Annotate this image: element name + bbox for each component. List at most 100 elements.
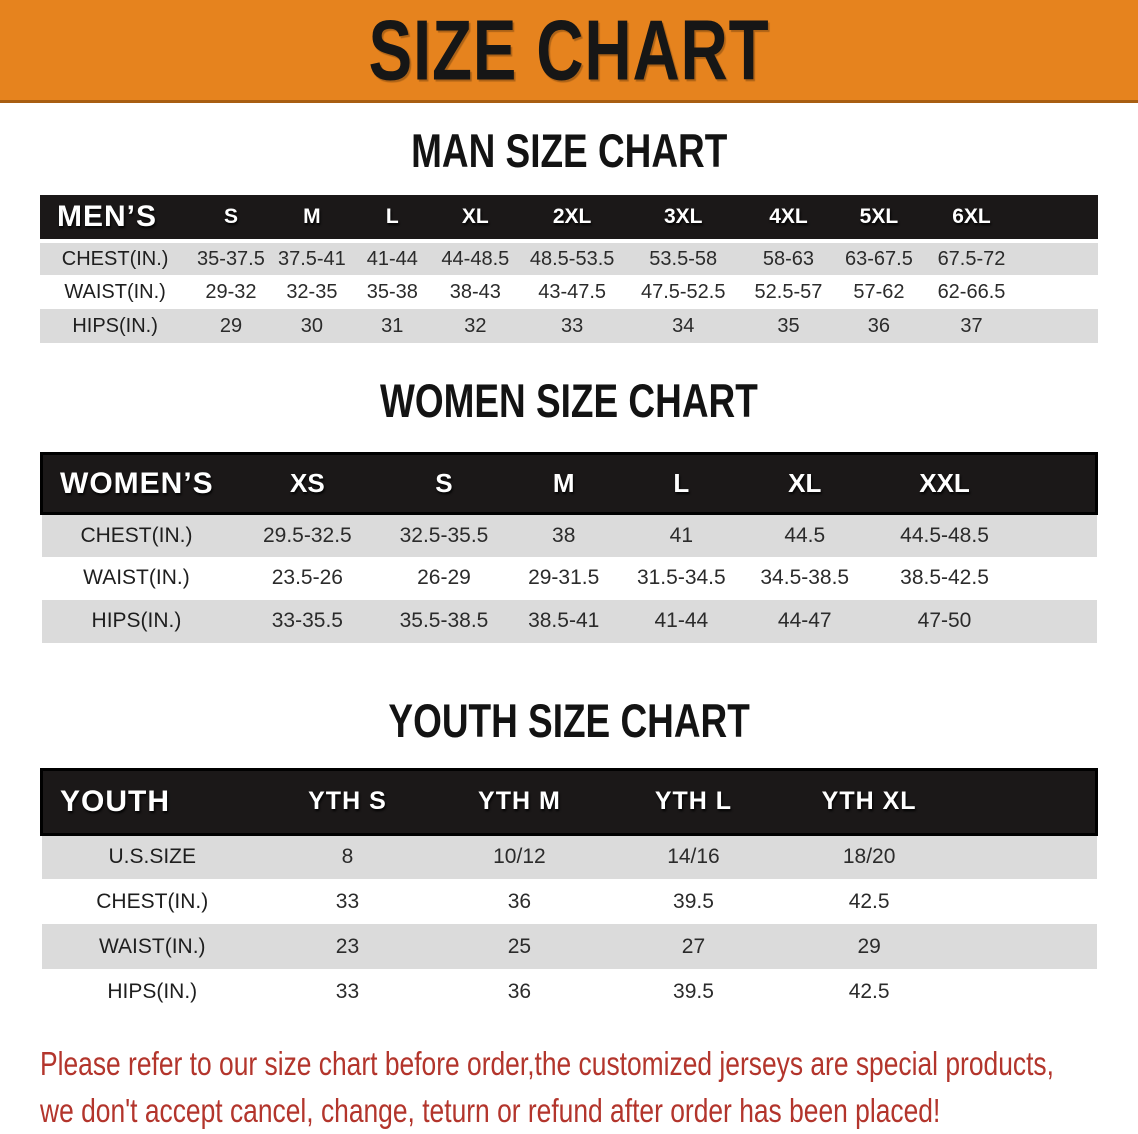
row-label-cell: CHEST(IN.): [41, 513, 232, 557]
column-header-cell: YTH M: [431, 767, 607, 836]
size-value-cell: 27: [606, 924, 780, 969]
page-title: SIZE CHART: [368, 1, 770, 98]
size-value-cell: 44.5-48.5: [869, 513, 1020, 557]
size-value-cell: 36: [507, 979, 532, 1003]
filler-cell: [1022, 275, 1098, 309]
column-header-cell: XS: [231, 452, 384, 515]
filler-cell: [1019, 557, 1096, 600]
table-header-row: MEN’S S M L XL 2XL 3XL 4XL 5XL 6XL: [40, 195, 1098, 243]
size-value-cell: 34: [626, 309, 741, 343]
row-label-cell: HIPS(IN.): [107, 979, 198, 1003]
size-value-cell: 35: [740, 309, 837, 343]
size-value-cell: 33: [335, 979, 360, 1003]
column-header-cell: 4XL: [740, 195, 837, 243]
size-value-cell: 67.5-72: [921, 241, 1022, 275]
youth-section-heading: YOUTH SIZE CHART: [0, 694, 1138, 748]
table-row: U.S.SIZE 8 10/12 14/16 18/20: [41, 834, 1097, 879]
filler-cell: [958, 924, 1097, 969]
size-value-cell: 62-66.5: [937, 280, 1006, 303]
size-value-cell: 29-32: [205, 280, 257, 303]
size-value-cell: 23: [263, 924, 432, 969]
size-value-cell: 43-47.5: [538, 280, 607, 303]
size-value-cell: 25: [431, 924, 607, 969]
size-value-cell: 38.5-42.5: [900, 566, 989, 589]
size-value-cell: 18/20: [779, 834, 959, 879]
disclaimer: Please refer to our size chart before or…: [40, 1040, 1138, 1134]
disclaimer-line-2-text: we don't accept cancel, change, teturn o…: [40, 1092, 941, 1129]
men-size-table: MEN’S S M L XL 2XL 3XL 4XL 5XL 6XL CHEST(IN.) 35-37…: [40, 195, 1098, 343]
filler-cell: [1021, 241, 1098, 275]
table-row: CHEST(IN.) 35-37.5 37.5-41 41-44 44-48.5 48.5…: [40, 241, 1098, 275]
size-value-cell: 58-63: [740, 241, 837, 275]
size-value-cell: 32: [432, 309, 519, 343]
size-value-cell: 57-62: [853, 280, 905, 303]
youth-section-heading-text: YOUTH SIZE CHART: [388, 694, 750, 748]
size-value-cell: 39.5: [673, 979, 714, 1003]
size-value-cell: 30: [271, 309, 353, 343]
row-label-cell: CHEST(IN.): [40, 241, 191, 275]
table-header-row: WOMEN’S XS S M L XL XXL: [40, 452, 1099, 515]
size-value-cell: 47-50: [869, 599, 1020, 643]
table-row: CHEST(IN.) 29.5-32.5 32.5-35.5 38 41 44.5 44.5…: [41, 513, 1097, 557]
size-value-cell: 52.5-57: [754, 280, 823, 303]
size-value-cell: 32.5-35.5: [383, 513, 505, 557]
size-value-cell: 42.5: [848, 889, 890, 913]
table-title-cell: MEN’S: [40, 195, 191, 243]
filler-cell: [958, 879, 1096, 924]
column-header-cell: 3XL: [626, 195, 741, 243]
size-value-cell: 31: [352, 309, 433, 343]
column-header-cell: XL: [739, 452, 870, 515]
filler-cell: [1019, 599, 1097, 643]
size-value-cell: 23.5-26: [271, 566, 343, 589]
men-section-heading-text: MAN SIZE CHART: [410, 125, 728, 178]
section-women: WOMEN SIZE CHART WOMEN’S XS S M L XL XXL CHEST(…: [0, 375, 1138, 643]
size-value-cell: 39.5: [673, 889, 714, 913]
size-value-cell: 44.5: [739, 513, 870, 557]
size-value-cell: 53.5-58: [626, 241, 741, 275]
column-header-cell: S: [383, 452, 505, 515]
size-value-cell: 33-35.5: [231, 599, 384, 643]
size-value-cell: 33: [335, 889, 360, 913]
size-value-cell: 8: [263, 834, 432, 879]
filler-cell: [1021, 309, 1098, 343]
filler-cell: [1019, 452, 1099, 515]
size-value-cell: 32-35: [286, 280, 338, 303]
size-value-cell: 37: [921, 309, 1022, 343]
size-value-cell: 29-31.5: [528, 566, 600, 589]
size-value-cell: 26-29: [417, 566, 471, 589]
table-row: HIPS(IN.) 33-35.5 35.5-38.5 38.5-41 41-44 44-…: [41, 599, 1097, 643]
filler-cell: [958, 834, 1097, 879]
column-header-cell: YTH L: [606, 767, 780, 836]
size-value-cell: 38.5-41: [504, 599, 623, 643]
row-label-cell: WAIST(IN.): [64, 280, 166, 303]
filler-cell: [958, 767, 1099, 836]
filler-cell: [958, 969, 1096, 1014]
size-value-cell: 10/12: [431, 834, 607, 879]
column-header-cell: 2XL: [518, 195, 627, 243]
table-row: WAIST(IN.) 23 25 27 29: [41, 924, 1097, 969]
size-value-cell: 33: [518, 309, 627, 343]
size-value-cell: 47.5-52.5: [640, 280, 726, 303]
column-header-cell: XL: [432, 195, 519, 243]
column-header-cell: 5XL: [836, 195, 922, 243]
table-header-row: YOUTH YTH S YTH M YTH L YTH XL: [40, 767, 1099, 836]
size-value-cell: 36: [507, 889, 532, 913]
size-value-cell: 29: [779, 924, 959, 969]
filler-cell: [1021, 195, 1098, 243]
size-value-cell: 41-44: [622, 599, 740, 643]
row-label-cell: HIPS(IN.): [40, 309, 191, 343]
size-value-cell: 35.5-38.5: [383, 599, 505, 643]
size-value-cell: 63-67.5: [836, 241, 922, 275]
size-value-cell: 41: [622, 513, 740, 557]
size-value-cell: 29: [190, 309, 272, 343]
table-title-cell: YOUTH: [40, 767, 264, 836]
column-header-cell: 6XL: [921, 195, 1022, 243]
row-label-cell: HIPS(IN.): [41, 599, 232, 643]
size-value-cell: 48.5-53.5: [518, 241, 627, 275]
column-header-cell: XXL: [869, 452, 1020, 515]
table-row: CHEST(IN.) 33 36 39.5 42.5: [42, 879, 1097, 924]
filler-cell: [1019, 513, 1097, 557]
women-section-heading: WOMEN SIZE CHART: [0, 375, 1138, 428]
column-header-cell: YTH S: [263, 767, 432, 836]
